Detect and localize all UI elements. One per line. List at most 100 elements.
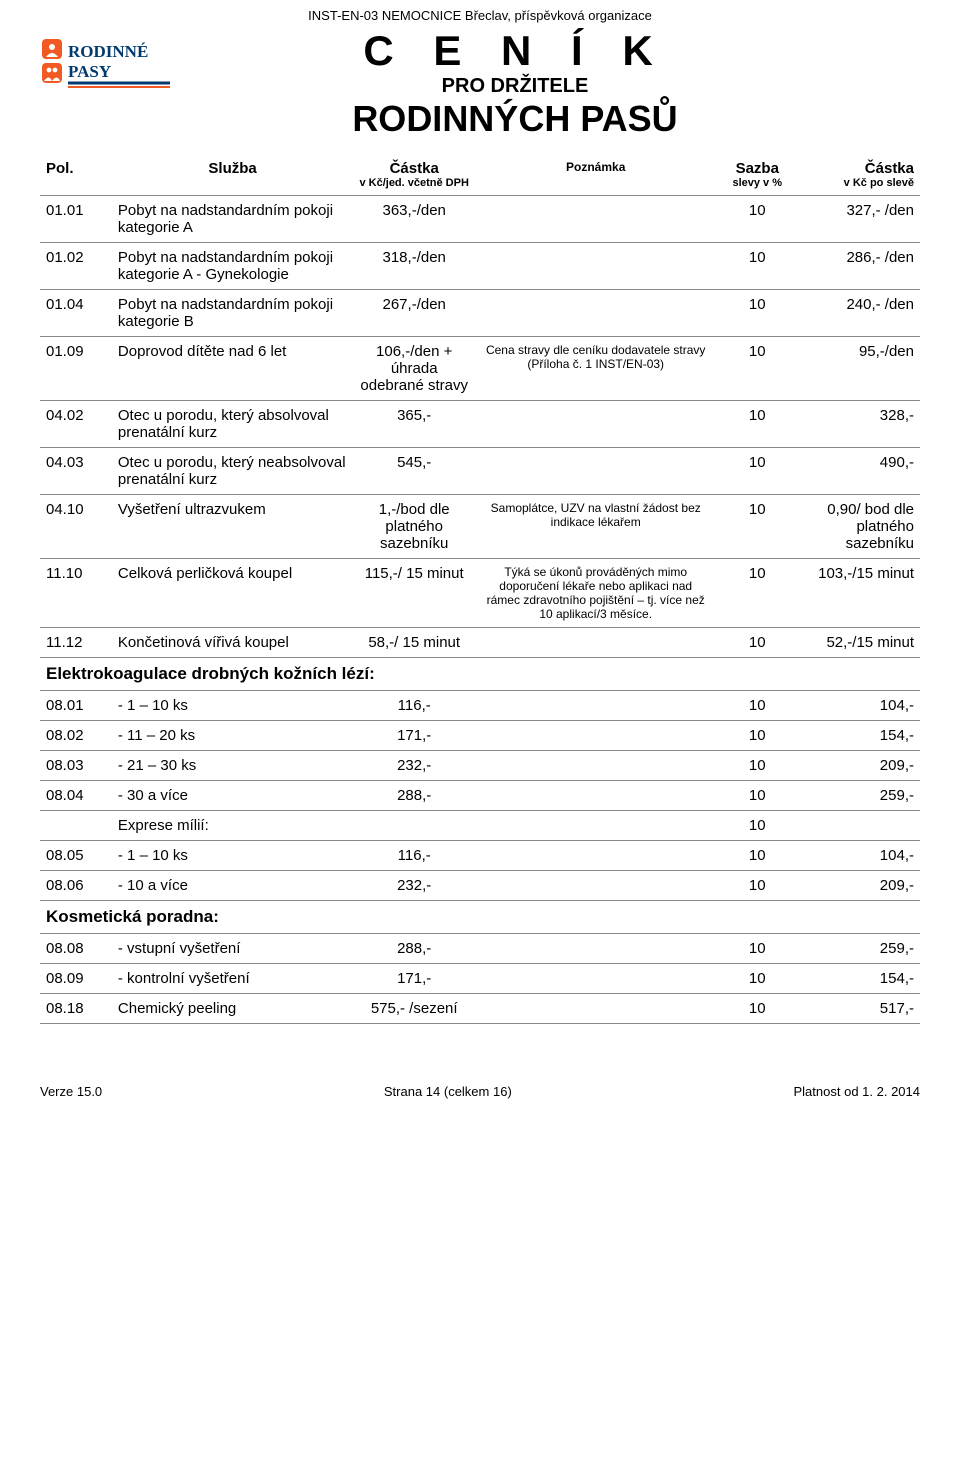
table-header-row: Pol. Služba Částka v Kč/jed. včetně DPH … <box>40 154 920 196</box>
cell-sleva: 259,- <box>798 781 920 811</box>
cell-pol: 04.10 <box>40 495 112 559</box>
cell-castka: 171,- <box>353 721 475 751</box>
logo-text-top: RODINNÉ <box>68 42 148 61</box>
doc-header: INST-EN-03 NEMOCNICE Břeclav, příspěvkov… <box>40 8 920 23</box>
cell-pol: 01.09 <box>40 337 112 401</box>
cell-sazba: 10 <box>716 934 798 964</box>
cell-pol: 11.12 <box>40 628 112 658</box>
table-row: 11.12 Končetinová vířivá koupel 58,-/ 15… <box>40 628 920 658</box>
cell-castka: 232,- <box>353 871 475 901</box>
th-pol: Pol. <box>40 154 112 196</box>
cell-castka: 106,-/den + úhrada odebrané stravy <box>353 337 475 401</box>
cell-sleva: 154,- <box>798 964 920 994</box>
cell-castka: 575,- /sezení <box>353 994 475 1024</box>
cell-sazba: 10 <box>716 290 798 337</box>
cell-sluzba: - 10 a více <box>112 871 353 901</box>
cell-sleva: 327,- /den <box>798 196 920 243</box>
cell-sazba: 10 <box>716 721 798 751</box>
title-block: C E N Í K PRO DRŽITELE RODINNÝCH PASŮ <box>190 27 840 140</box>
cell-pol: 04.02 <box>40 401 112 448</box>
cell-pol: 08.04 <box>40 781 112 811</box>
cell-sluzba: - kontrolní vyšetření <box>112 964 353 994</box>
cell-sazba: 10 <box>716 781 798 811</box>
page: INST-EN-03 NEMOCNICE Břeclav, příspěvkov… <box>0 0 960 1129</box>
cell-poznamka <box>475 448 716 495</box>
cell-pol: 08.03 <box>40 751 112 781</box>
cell-sleva: 517,- <box>798 994 920 1024</box>
cell-castka: 1,-/bod dle platného sazebníku <box>353 495 475 559</box>
cell-sluzba: - 30 a více <box>112 781 353 811</box>
cell-sazba: 10 <box>716 811 798 841</box>
footer-center: Strana 14 (celkem 16) <box>384 1084 512 1099</box>
cell-castka: 318,-/den <box>353 243 475 290</box>
table-row: 08.06 - 10 a více 232,- 10 209,- <box>40 871 920 901</box>
cell-poznamka: Cena stravy dle ceníku dodavatele stravy… <box>475 337 716 401</box>
title-pro: PRO DRŽITELE <box>190 75 840 98</box>
title-cenik: C E N Í K <box>190 27 840 75</box>
cell-sleva: 259,- <box>798 934 920 964</box>
cell-poznamka <box>475 401 716 448</box>
cell-castka: 232,- <box>353 751 475 781</box>
cell-pol: 08.06 <box>40 871 112 901</box>
cell-poznamka <box>475 994 716 1024</box>
table-row: 11.10 Celková perličková koupel 115,-/ 1… <box>40 559 920 628</box>
cell-sazba: 10 <box>716 401 798 448</box>
cell-castka: 171,- <box>353 964 475 994</box>
cell-pol: 08.09 <box>40 964 112 994</box>
cell-sazba: 10 <box>716 495 798 559</box>
cell-sleva: 209,- <box>798 751 920 781</box>
cell-sluzba: Vyšetření ultrazvukem <box>112 495 353 559</box>
table-row: 08.02 - 11 – 20 ks 171,- 10 154,- <box>40 721 920 751</box>
cell-sleva: 286,- /den <box>798 243 920 290</box>
cell-sluzba: Končetinová vířivá koupel <box>112 628 353 658</box>
cell-castka: 288,- <box>353 934 475 964</box>
cell-castka: 288,- <box>353 781 475 811</box>
cell-poznamka <box>475 196 716 243</box>
section-heading-row: Elektrokoagulace drobných kožních lézí: <box>40 658 920 691</box>
table-row: 08.04 - 30 a více 288,- 10 259,- <box>40 781 920 811</box>
cell-sleva: 154,- <box>798 721 920 751</box>
cell-castka: 365,- <box>353 401 475 448</box>
section-heading-row: Kosmetická poradna: <box>40 901 920 934</box>
cell-sleva: 0,90/ bod dle platného sazebníku <box>798 495 920 559</box>
logo-text-bottom: PASY <box>68 62 111 81</box>
cell-sazba: 10 <box>716 337 798 401</box>
cell-poznamka <box>475 691 716 721</box>
cell-poznamka <box>475 290 716 337</box>
cell-sluzba: Doprovod dítěte nad 6 let <box>112 337 353 401</box>
cell-sazba: 10 <box>716 994 798 1024</box>
cell-sleva: 95,-/den <box>798 337 920 401</box>
cell-sleva <box>798 811 920 841</box>
cell-sluzba: Pobyt na nadstandardním pokoji kategorie… <box>112 290 353 337</box>
cell-pol: 08.01 <box>40 691 112 721</box>
cell-sluzba: - 1 – 10 ks <box>112 691 353 721</box>
section-heading: Elektrokoagulace drobných kožních lézí: <box>40 658 920 691</box>
cell-sleva: 209,- <box>798 871 920 901</box>
table-row: 08.09 - kontrolní vyšetření 171,- 10 154… <box>40 964 920 994</box>
th-sazba: Sazba slevy v % <box>716 154 798 196</box>
cell-sluzba: Otec u porodu, který absolvoval prenatál… <box>112 401 353 448</box>
logo: RODINNÉ PASY <box>40 33 180 91</box>
cell-castka: 115,-/ 15 minut <box>353 559 475 628</box>
cell-poznamka <box>475 841 716 871</box>
cell-sazba: 10 <box>716 448 798 495</box>
cell-sluzba: Chemický peeling <box>112 994 353 1024</box>
section-heading: Kosmetická poradna: <box>40 901 920 934</box>
table-row: 08.18 Chemický peeling 575,- /sezení 10 … <box>40 994 920 1024</box>
cell-castka: 267,-/den <box>353 290 475 337</box>
table-row: 08.01 - 1 – 10 ks 116,- 10 104,- <box>40 691 920 721</box>
cell-sleva: 328,- <box>798 401 920 448</box>
table-row: 01.01 Pobyt na nadstandardním pokoji kat… <box>40 196 920 243</box>
cell-sazba: 10 <box>716 628 798 658</box>
cell-poznamka <box>475 243 716 290</box>
footer-left: Verze 15.0 <box>40 1084 102 1099</box>
table-row: Exprese mílií: 10 <box>40 811 920 841</box>
title-pasu: RODINNÝCH PASŮ <box>190 98 840 140</box>
cell-castka: 545,- <box>353 448 475 495</box>
th-sleva: Částka v Kč po slevě <box>798 154 920 196</box>
cell-sluzba: Celková perličková koupel <box>112 559 353 628</box>
cell-pol: 08.02 <box>40 721 112 751</box>
cell-sazba: 10 <box>716 964 798 994</box>
cell-poznamka <box>475 964 716 994</box>
cell-castka: 363,-/den <box>353 196 475 243</box>
